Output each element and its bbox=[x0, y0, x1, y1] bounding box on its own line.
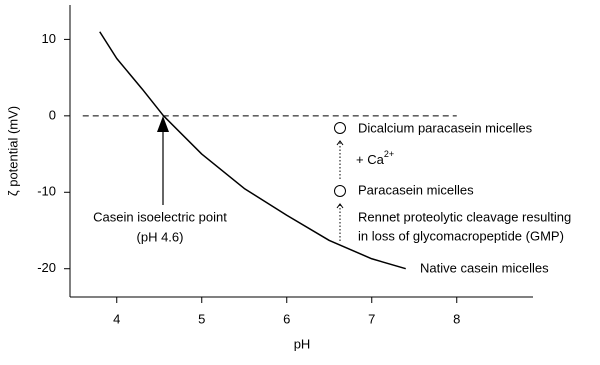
curve bbox=[99, 31, 406, 270]
annotation: Casein isoelectric point bbox=[93, 209, 227, 224]
micelle-marker bbox=[334, 122, 346, 134]
x-axis-label: pH bbox=[294, 336, 311, 351]
x-tick-label: 7 bbox=[368, 311, 375, 326]
arrowhead bbox=[157, 116, 169, 132]
y-tick-label: -10 bbox=[37, 184, 56, 199]
annotation: Native casein micelles bbox=[420, 260, 549, 275]
annotation: (pH 4.6) bbox=[137, 229, 184, 244]
x-tick-label: 5 bbox=[198, 311, 205, 326]
micelle-marker bbox=[334, 185, 346, 197]
annotation: in loss of glycomacropeptide (GMP) bbox=[358, 228, 564, 243]
annotation: + Ca bbox=[356, 152, 385, 167]
y-tick-label: 10 bbox=[42, 31, 56, 46]
annotation: Dicalcium paracasein micelles bbox=[358, 120, 533, 135]
x-tick-label: 6 bbox=[283, 311, 290, 326]
annotation-sup: 2+ bbox=[384, 149, 394, 159]
x-tick-label: 8 bbox=[453, 311, 460, 326]
y-tick-label: 0 bbox=[49, 107, 56, 122]
y-axis-label: ζ potential (mV) bbox=[5, 106, 20, 196]
x-tick-label: 4 bbox=[113, 311, 120, 326]
annotation: Paracasein micelles bbox=[358, 182, 474, 197]
annotation: + Ca2+ bbox=[356, 149, 394, 167]
annotation: Rennet proteolytic cleavage resulting bbox=[358, 209, 571, 224]
y-tick-label: -20 bbox=[37, 260, 56, 275]
